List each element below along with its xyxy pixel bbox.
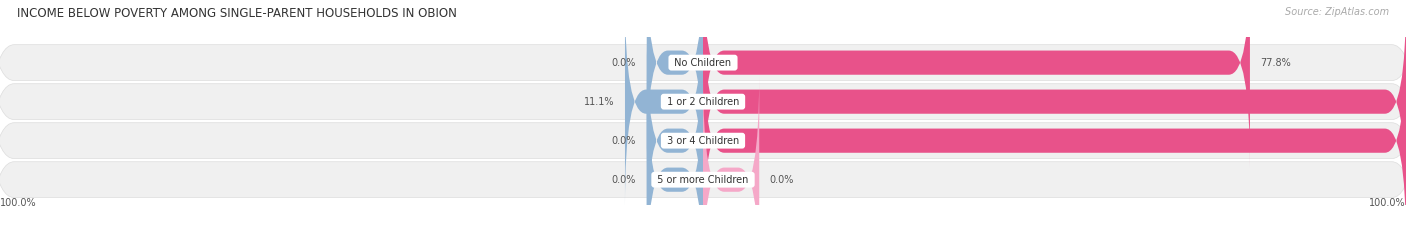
FancyBboxPatch shape (703, 36, 1406, 233)
FancyBboxPatch shape (703, 75, 759, 233)
Text: 0.0%: 0.0% (612, 58, 637, 68)
Text: 0.0%: 0.0% (612, 175, 637, 185)
Text: 1 or 2 Children: 1 or 2 Children (664, 97, 742, 107)
FancyBboxPatch shape (703, 0, 1250, 168)
FancyBboxPatch shape (0, 41, 1406, 233)
FancyBboxPatch shape (647, 0, 703, 168)
Text: Source: ZipAtlas.com: Source: ZipAtlas.com (1285, 7, 1389, 17)
FancyBboxPatch shape (0, 3, 1406, 233)
FancyBboxPatch shape (703, 0, 1406, 207)
Text: 5 or more Children: 5 or more Children (654, 175, 752, 185)
Text: 0.0%: 0.0% (612, 136, 637, 146)
Text: No Children: No Children (672, 58, 734, 68)
Text: 3 or 4 Children: 3 or 4 Children (664, 136, 742, 146)
FancyBboxPatch shape (0, 0, 1406, 201)
Text: INCOME BELOW POVERTY AMONG SINGLE-PARENT HOUSEHOLDS IN OBION: INCOME BELOW POVERTY AMONG SINGLE-PARENT… (17, 7, 457, 20)
Text: 100.0%: 100.0% (0, 198, 37, 208)
Text: 77.8%: 77.8% (1261, 58, 1291, 68)
FancyBboxPatch shape (624, 0, 703, 207)
FancyBboxPatch shape (647, 75, 703, 233)
FancyBboxPatch shape (647, 36, 703, 233)
Text: 0.0%: 0.0% (770, 175, 794, 185)
Text: 100.0%: 100.0% (1369, 198, 1406, 208)
Text: 11.1%: 11.1% (583, 97, 614, 107)
